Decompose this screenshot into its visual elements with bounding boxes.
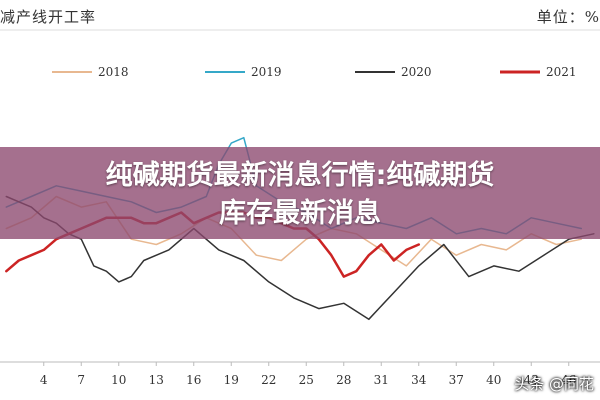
x-tick-label: 16 <box>186 373 201 387</box>
chart-legend: 2018 2019 2020 2021 <box>52 65 577 79</box>
watermark: 头条 @同花 <box>514 375 594 393</box>
x-tick-label: 28 <box>336 373 351 387</box>
headline-line-2: 库存最新消息 <box>219 198 381 229</box>
x-tick-label: 19 <box>224 373 239 387</box>
x-tick-label: 31 <box>374 373 389 387</box>
x-tick-labels: 4 7 10 13 16 19 22 25 28 31 34 37 40 43 46 <box>40 362 576 387</box>
headline-line-1: 纯碱期货最新消息行情:纯碱期货 <box>105 160 495 191</box>
x-tick-label: 13 <box>149 373 164 387</box>
legend-label-2019: 2019 <box>251 65 282 79</box>
x-tick-label: 25 <box>299 373 314 387</box>
headline-banner <box>0 147 600 239</box>
legend-label-2018: 2018 <box>98 65 129 79</box>
x-tick-label: 46 <box>561 373 576 387</box>
headline-text: 纯碱期货最新消息行情:纯碱期货 库存最新消息 <box>0 157 600 233</box>
unit-label: 单位：% <box>536 8 600 26</box>
x-tick-label: 4 <box>40 373 48 387</box>
chart-title: 减产线开工率 <box>0 8 97 26</box>
x-tick-label: 7 <box>77 373 85 387</box>
x-tick-label: 43 <box>524 373 539 387</box>
x-tick-label: 37 <box>449 373 464 387</box>
x-tick-label: 40 <box>486 373 501 387</box>
x-tick-label: 10 <box>111 373 126 387</box>
legend-label-2020: 2020 <box>401 65 432 79</box>
x-tick-label: 34 <box>411 373 427 387</box>
x-tick-label: 22 <box>261 373 276 387</box>
legend-label-2021: 2021 <box>546 65 577 79</box>
